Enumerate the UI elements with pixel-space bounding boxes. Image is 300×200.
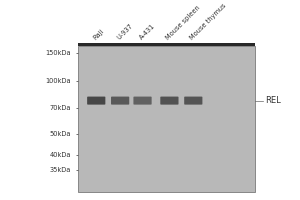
Bar [78,46,254,192]
FancyBboxPatch shape [134,97,152,105]
Text: Mouse spleen: Mouse spleen [165,5,202,41]
Text: 70kDa: 70kDa [50,105,71,111]
Text: 50kDa: 50kDa [50,131,71,137]
FancyBboxPatch shape [87,97,105,105]
Text: REL: REL [265,96,281,105]
FancyBboxPatch shape [184,97,202,105]
Text: 150kDa: 150kDa [45,50,71,56]
Text: A-431: A-431 [138,23,156,41]
Text: 40kDa: 40kDa [50,152,71,158]
Text: 100kDa: 100kDa [45,78,71,84]
Text: 35kDa: 35kDa [50,167,71,173]
Text: Raji: Raji [92,28,105,41]
FancyBboxPatch shape [111,97,129,105]
Text: Mouse thymus: Mouse thymus [189,3,228,41]
Bar [78,43,254,46]
FancyBboxPatch shape [160,97,178,105]
Text: U-937: U-937 [116,23,134,41]
